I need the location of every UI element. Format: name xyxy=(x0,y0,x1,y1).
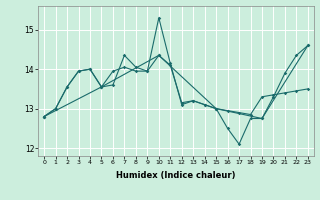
X-axis label: Humidex (Indice chaleur): Humidex (Indice chaleur) xyxy=(116,171,236,180)
